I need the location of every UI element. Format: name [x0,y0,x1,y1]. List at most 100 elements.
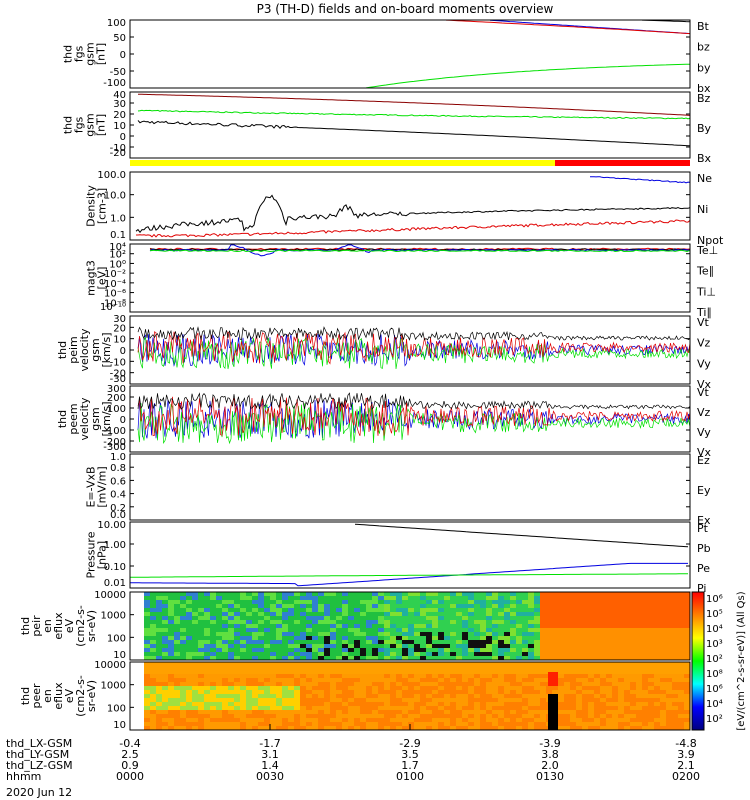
spectrogram-cell [252,694,258,698]
spectrogram-cell [324,636,330,640]
spectrogram-cell [234,596,240,600]
spectrogram-cell [324,666,330,670]
spectrogram-cell [354,632,360,636]
spectrogram-cell [516,636,522,640]
spectrogram-cell [570,706,576,710]
spectrogram-cell [498,636,504,640]
spectrogram-cell [288,644,294,648]
spectrogram-cell [198,636,204,640]
spectrogram-cell [504,600,510,604]
spectrogram-cell [636,722,642,726]
spectrogram-cell [192,722,198,726]
spectrogram-cell [216,620,222,624]
spectrogram-cell [162,592,168,596]
spectrogram-cell [648,722,654,726]
spectrogram-cell [522,690,528,694]
spectrogram-cell [408,624,414,628]
spectrogram-cell [168,698,174,702]
spectrogram-cell [654,706,660,710]
spectrogram-cell [348,620,354,624]
spectrogram-cell [678,656,684,660]
ylabel-line: sr-eV) [85,610,98,642]
spectrogram-cell [252,666,258,670]
spectrogram-cell [414,666,420,670]
spectrogram-cell [528,644,534,648]
spectrogram-cell [252,624,258,628]
spectrogram-cell [594,662,600,666]
spectrogram-cell [282,624,288,628]
colorbar-tick: 10⁵ [706,609,723,620]
spectrogram-cell [606,640,612,644]
spectrogram-cell [672,608,678,612]
ylabel-line: eV [63,618,76,633]
spectrogram-cell [558,674,564,678]
spectrogram-cell [636,694,642,698]
spectrogram-cell [684,620,690,624]
spectrogram-cell [372,608,378,612]
spectrogram-cell [204,612,210,616]
spectrogram-cell [186,624,192,628]
spectrogram-cell [396,690,402,694]
spectrogram-cell [540,698,546,702]
spectrogram-cell [282,702,288,706]
spectrogram-cell [390,694,396,698]
spectrogram-cell [480,600,486,604]
ylabel-line: en [41,689,54,703]
spectrogram-cell [210,698,216,702]
spectrogram-cell [270,632,276,636]
spectrogram-cell [372,698,378,702]
spectrogram-cell [504,624,510,628]
tick-label: 10.00 [97,520,126,531]
spectrogram-cell [252,686,258,690]
spectrogram-cell [366,726,372,730]
spectrogram-cell [672,662,678,666]
spectrogram-cell [390,612,396,616]
spectrogram-cell [354,652,360,656]
spectrogram-cell [282,596,288,600]
spectrogram-cell [468,644,474,648]
spectrogram-cell [360,722,366,726]
ylabel-line: Pressure [85,531,98,578]
xaxis-value: -2.9 [399,737,420,750]
spectrogram-cell [414,706,420,710]
xaxis-value: -3.9 [539,737,560,750]
spectrogram-cell [240,686,246,690]
spectrogram-cell [210,694,216,698]
spectrogram-cell [402,686,408,690]
spectrogram-cell [558,644,564,648]
spectrogram-cell [198,694,204,698]
tick-label: 0.10 [104,562,126,573]
spectrogram-cell [402,690,408,694]
spectrogram-cell [192,694,198,698]
spectrogram-cell [510,718,516,722]
spectrogram-cell [462,628,468,632]
spectrogram-cell [336,710,342,714]
spectrogram-cell [342,722,348,726]
spectrogram-cell [276,718,282,722]
spectrogram-cell [486,698,492,702]
spectrogram-cell [672,652,678,656]
spectrogram-cell [144,694,150,698]
spectrogram-cell [624,644,630,648]
spectrogram-cell [612,710,618,714]
spectrogram-cell [396,600,402,604]
spectrogram-cell [198,702,204,706]
spectrogram-cell [258,718,264,722]
spectrogram-cell [366,670,372,674]
spectrogram-cell [336,648,342,652]
spectrogram-cell [234,706,240,710]
spectrogram-cell [540,710,546,714]
spectrogram-cell [582,666,588,670]
spectrogram-cell [540,694,546,698]
spectrogram-cell [288,596,294,600]
spectrogram-cell [624,670,630,674]
spectrogram-cell [240,726,246,730]
spectrogram-cell [186,640,192,644]
spectrogram-cell [222,616,228,620]
spectrogram-cell [618,714,624,718]
spectrogram-cell [642,670,648,674]
spectrogram-cell [648,596,654,600]
spectrogram-cell [312,624,318,628]
spectrogram-cell [330,644,336,648]
spectrogram-cell [564,608,570,612]
